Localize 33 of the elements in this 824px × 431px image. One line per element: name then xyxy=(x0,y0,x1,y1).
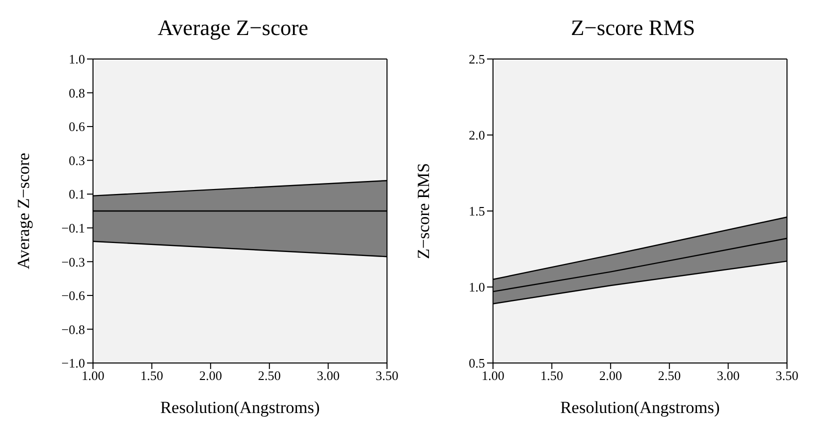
x-tick-label: 2.00 xyxy=(199,368,222,384)
x-tick-label: 2.50 xyxy=(658,368,681,384)
y-tick-label: 0.8 xyxy=(68,85,85,100)
y-tick-label: −0.1 xyxy=(61,220,85,236)
y-tick-label: 1.5 xyxy=(468,204,485,219)
x-tick-label: 1.50 xyxy=(540,368,564,384)
x-tick-label: 3.50 xyxy=(776,368,798,384)
y-tick-label: 1.0 xyxy=(468,280,485,295)
y-axis-title: Z−score RMS xyxy=(414,163,434,259)
x-tick-label: 1.00 xyxy=(82,368,104,384)
chart-title: Z−score RMS xyxy=(570,14,696,42)
y-tick-label: 1.0 xyxy=(68,52,85,67)
x-tick-label: 3.00 xyxy=(716,368,740,384)
y-tick-label: 0.3 xyxy=(68,152,85,168)
y-tick-label: −0.6 xyxy=(61,288,86,304)
y-tick-label: −1.0 xyxy=(61,356,85,371)
x-tick-label: 1.50 xyxy=(140,368,164,384)
y-axis-title: Average Z−score xyxy=(14,152,34,270)
x-axis-title: Resolution(Angstroms) xyxy=(160,398,320,417)
x-tick-label: 3.50 xyxy=(376,368,398,384)
y-tick-label: 2.5 xyxy=(468,52,485,67)
y-tick-label: 0.6 xyxy=(68,119,86,134)
y-tick-label: 2.0 xyxy=(468,128,485,143)
x-tick-label: 2.00 xyxy=(599,368,622,384)
x-tick-label: 3.00 xyxy=(316,368,340,384)
y-tick-label: 0.1 xyxy=(68,186,85,202)
y-tick-label: 0.5 xyxy=(468,356,485,371)
x-tick-label: 1.00 xyxy=(482,368,504,384)
y-tick-label: −0.3 xyxy=(61,254,85,270)
y-tick-label: −0.8 xyxy=(61,322,85,337)
x-tick-label: 2.50 xyxy=(258,368,281,384)
x-axis-title: Resolution(Angstroms) xyxy=(560,398,720,417)
chart-title: Average Z−score xyxy=(156,14,310,42)
